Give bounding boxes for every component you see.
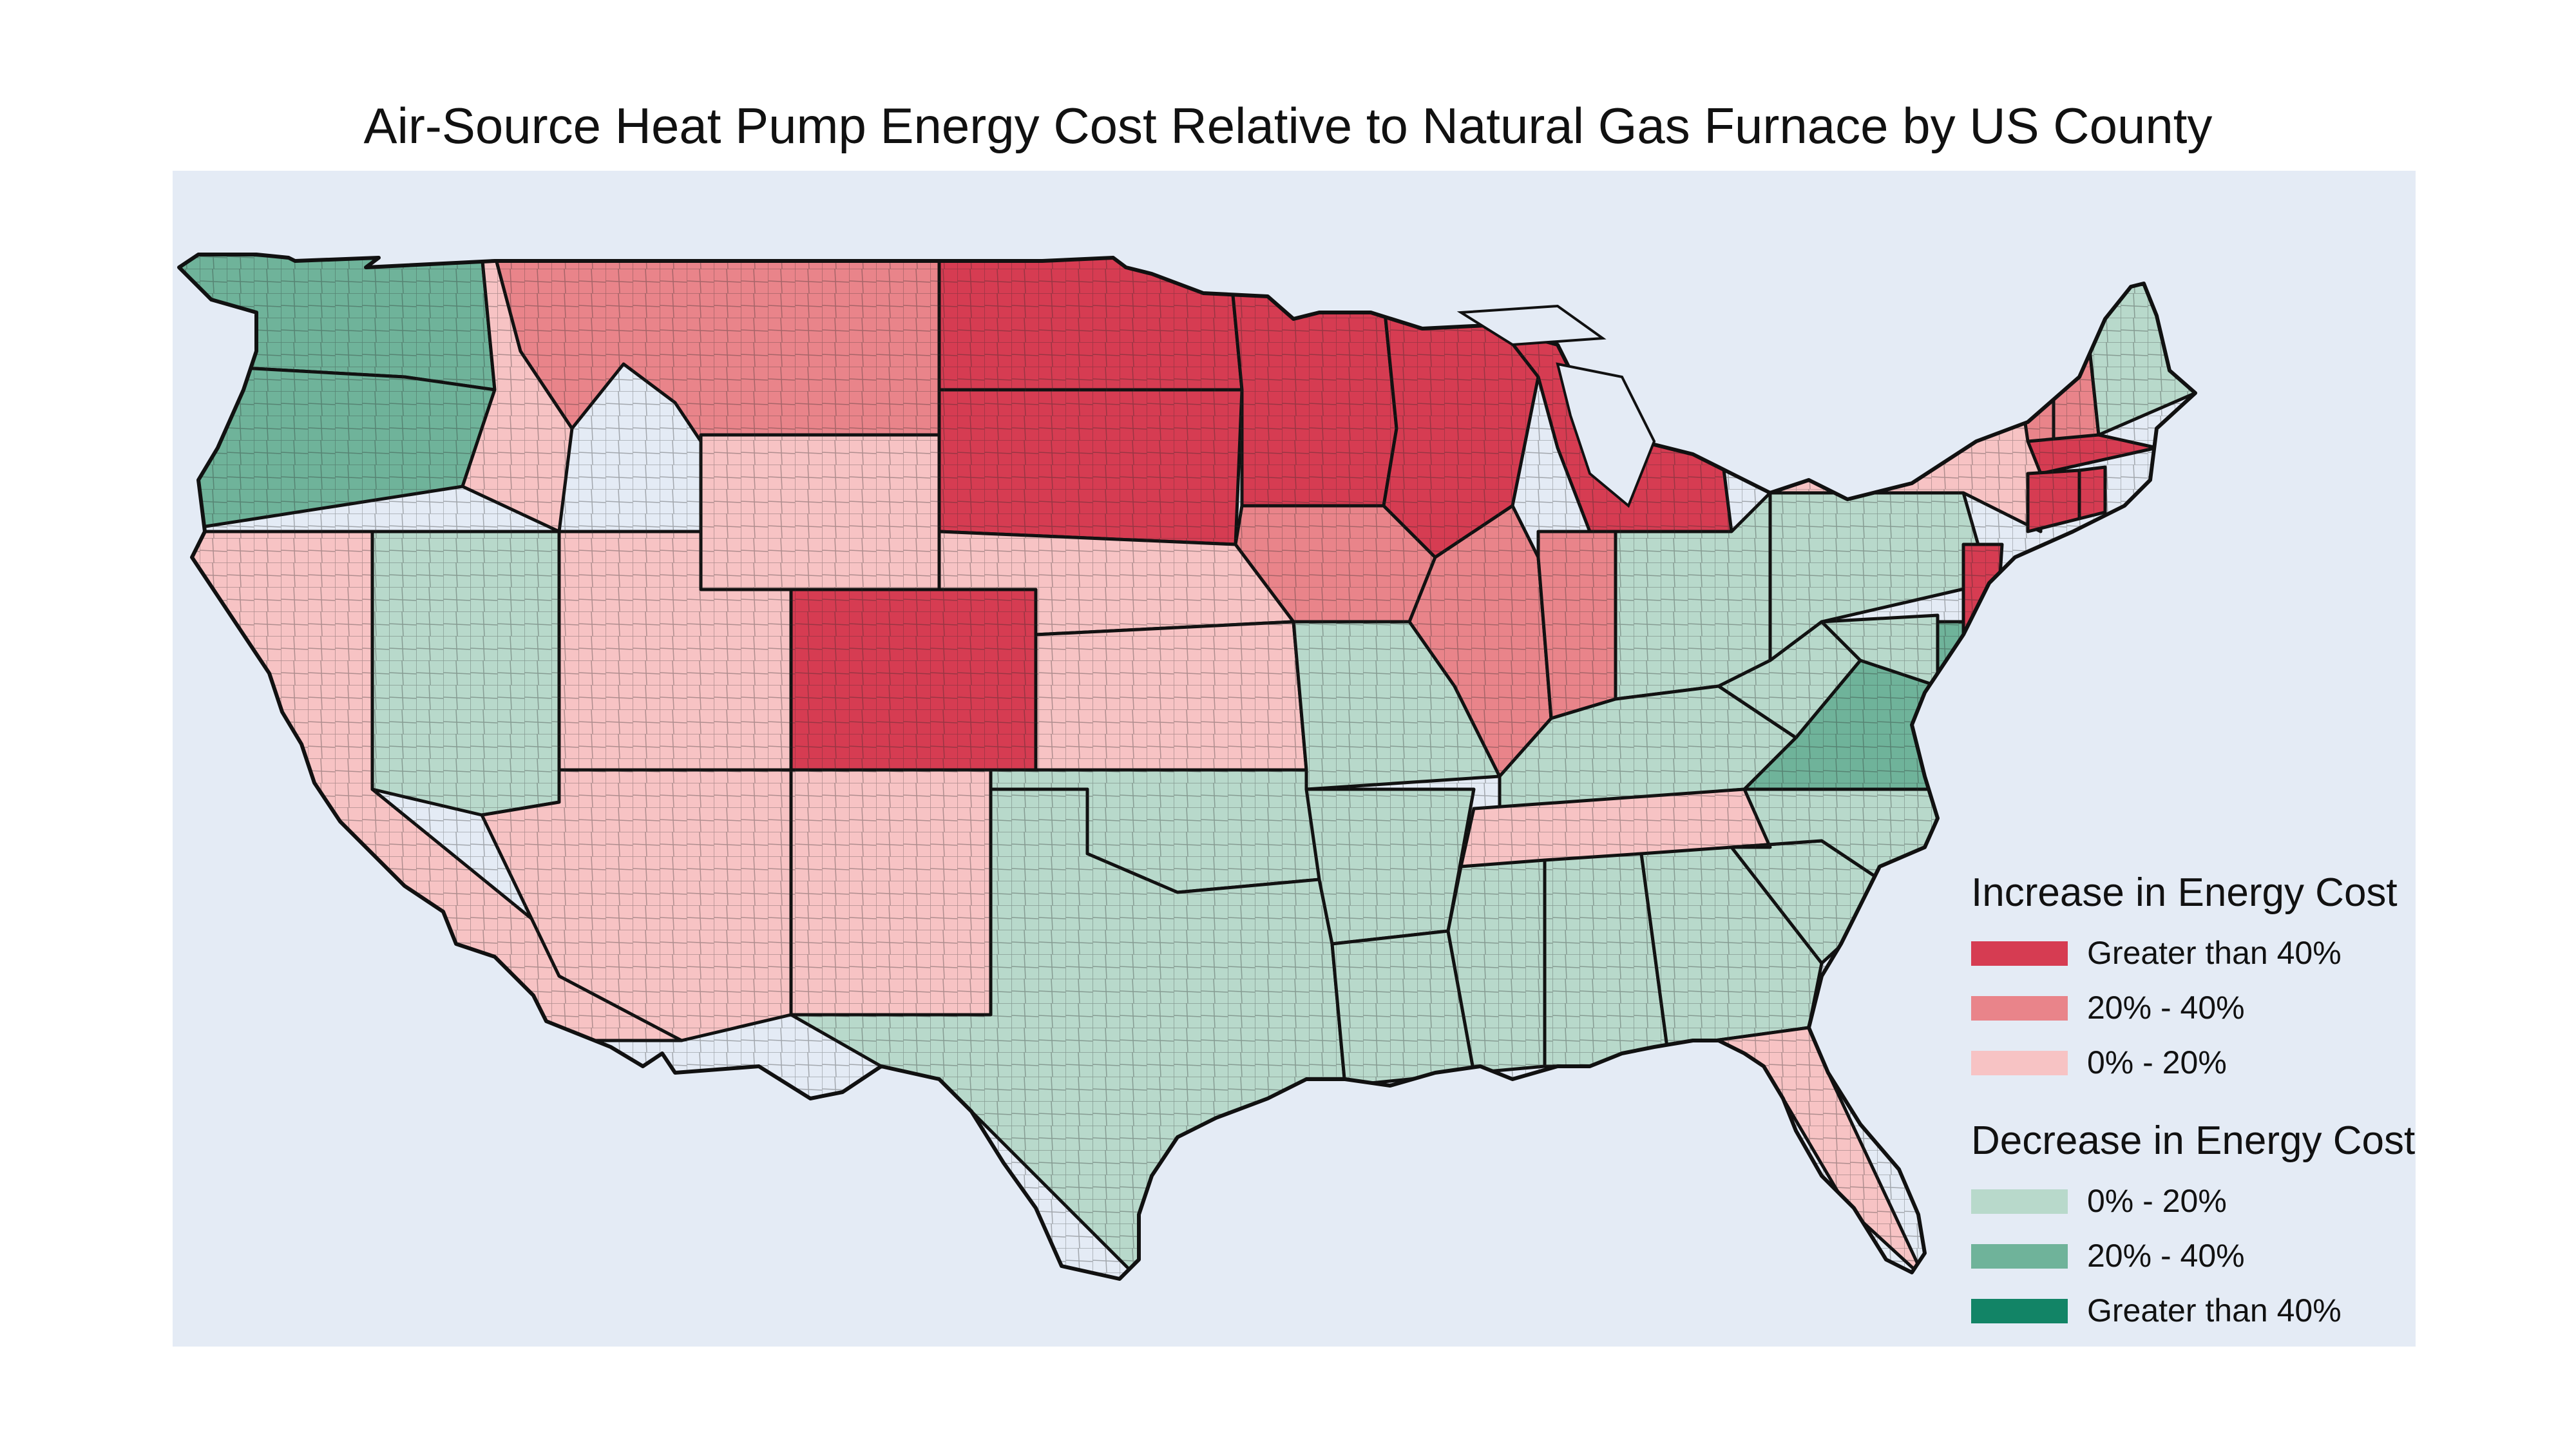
- state-regions: [179, 254, 2195, 1279]
- legend-label: Greater than 40%: [2087, 935, 2342, 971]
- legend-label: 0% - 20%: [2087, 1044, 2227, 1080]
- legend-swatch: [1971, 1299, 2068, 1323]
- legend-decrease-heading: Decrease in Energy Cost: [1971, 1118, 2416, 1163]
- legend-swatch: [1971, 996, 2068, 1021]
- legend-label: 20% - 40%: [2087, 1238, 2245, 1274]
- legend-swatch: [1971, 1051, 2068, 1075]
- lake-michigan: [1556, 362, 1656, 508]
- lake-superior: [1456, 304, 1607, 347]
- us-outline: [177, 253, 2197, 1281]
- legend-label: 20% - 40%: [2087, 990, 2245, 1026]
- county-grid: [179, 254, 2195, 1279]
- legend-swatch: [1971, 1244, 2068, 1269]
- map-title: Air-Source Heat Pump Energy Cost Relativ…: [363, 97, 2213, 154]
- legend-label: Greater than 40%: [2087, 1292, 2342, 1329]
- legend-swatch: [1971, 941, 2068, 966]
- legend-increase-heading: Increase in Energy Cost: [1971, 870, 2398, 915]
- us-county-map: [177, 253, 2197, 1281]
- legend-label: 0% - 20%: [2087, 1183, 2227, 1219]
- legend-swatch: [1971, 1189, 2068, 1214]
